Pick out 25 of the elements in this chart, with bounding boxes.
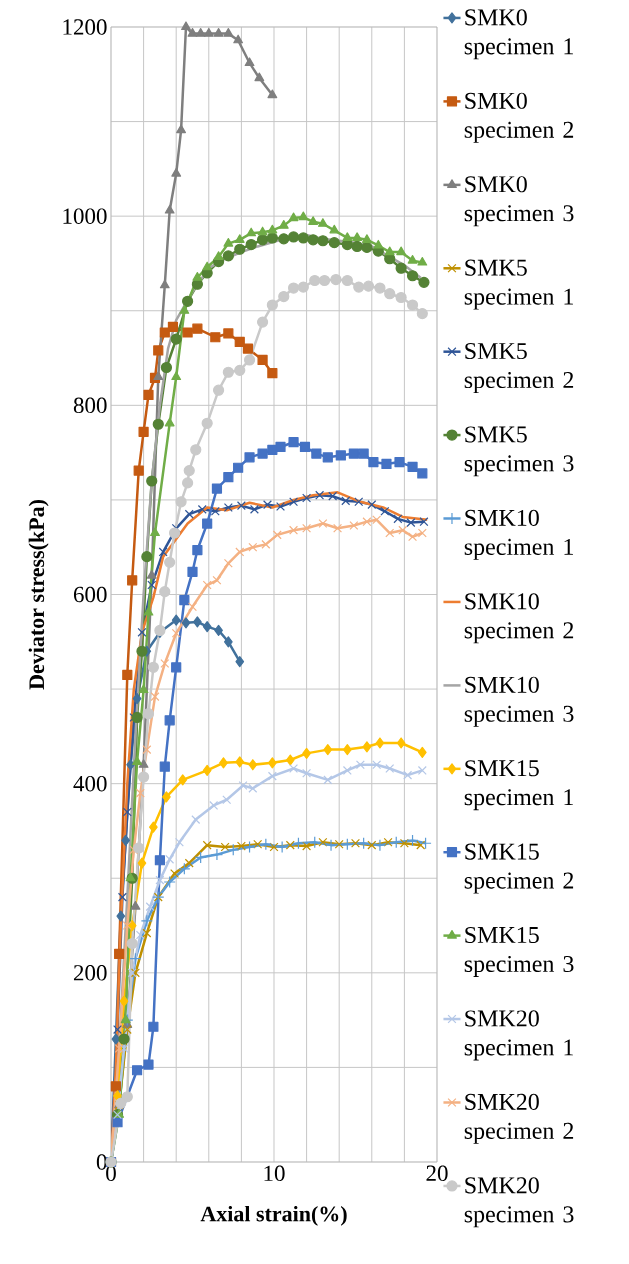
- legend-label: SMK0 specimen 3: [464, 176, 574, 227]
- y-axis-title: Deviator stress(kPa): [28, 500, 49, 690]
- legend-label: SMK10 specimen 2: [464, 593, 574, 644]
- y-tick-label: 600: [73, 586, 107, 603]
- legend-label: SMK20 specimen 3: [464, 1177, 574, 1228]
- legend-label: SMK20 specimen 2: [464, 1093, 574, 1144]
- legend-label: SMK15 specimen 2: [464, 843, 574, 894]
- y-tick-label: 1000: [63, 208, 107, 224]
- y-tick-label: 1200: [63, 19, 107, 35]
- legend-label: SMK10 specimen 3: [464, 676, 574, 727]
- legend-label: SMK0 specimen 1: [464, 9, 573, 60]
- legend-label: SMK20 specimen 1: [464, 1010, 573, 1061]
- legend-label: SMK0 specimen 2: [464, 92, 574, 143]
- x-tick-label: 10: [264, 1165, 285, 1182]
- legend-label: SMK5 specimen 3: [464, 426, 574, 477]
- x-axis-title: Axial strain(%): [200, 1205, 347, 1226]
- y-tick-label: 200: [73, 965, 107, 981]
- legend-label: SMK5 specimen 2: [464, 342, 574, 393]
- legend-label: SMK15 specimen 1: [464, 760, 573, 811]
- y-tick-label: 400: [73, 775, 107, 792]
- legend-label: SMK15 specimen 3: [464, 926, 574, 977]
- legend-label: SMK10 specimen 1: [464, 509, 573, 560]
- y-tick-label: 800: [73, 397, 107, 414]
- legend-label: SMK5 specimen 1: [464, 259, 573, 310]
- x-tick-label: 20: [426, 1165, 448, 1182]
